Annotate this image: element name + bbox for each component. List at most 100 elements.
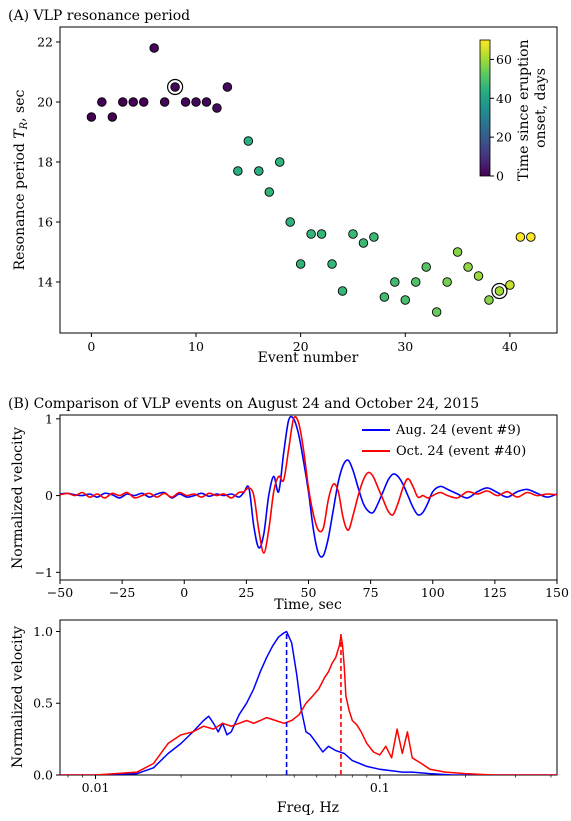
data-point bbox=[442, 277, 452, 287]
series-oct-line bbox=[60, 415, 557, 554]
y-tick-label: 0.5 bbox=[33, 696, 53, 711]
data-point bbox=[233, 166, 243, 176]
y-tick-label: 0.0 bbox=[33, 768, 53, 783]
x-tick-label: 0 bbox=[87, 339, 95, 354]
colorbar-tick-label: 40 bbox=[496, 91, 512, 106]
data-point bbox=[149, 43, 159, 53]
panel-b-title: (B) Comparison of VLP events on August 2… bbox=[8, 396, 479, 412]
data-point bbox=[274, 157, 285, 167]
x-tick-label: 125 bbox=[483, 585, 507, 600]
y-tick-label: 1.0 bbox=[33, 624, 53, 639]
x-tick-label: 100 bbox=[421, 585, 445, 600]
panel-b-y-ticks: −1 0 1 bbox=[35, 411, 60, 580]
data-point bbox=[254, 166, 264, 176]
panel-c-lines bbox=[60, 630, 557, 775]
x-tick-label: 150 bbox=[545, 585, 569, 600]
colorbar: 0 20 40 60 Time since eruption onset, days bbox=[479, 39, 549, 184]
panel-a-x-ticks: 0 10 20 30 40 bbox=[87, 333, 518, 354]
spectrum-oct-line bbox=[60, 635, 557, 775]
y-label-sub: R bbox=[19, 121, 30, 130]
data-point bbox=[222, 82, 233, 92]
data-point bbox=[369, 232, 379, 242]
colorbar-label-line1: Time since eruption bbox=[516, 39, 532, 181]
y-label-var: T bbox=[12, 128, 28, 139]
x-tick-label: 75 bbox=[363, 585, 379, 600]
data-point bbox=[526, 232, 536, 242]
y-tick-label: 0 bbox=[45, 488, 53, 503]
panel-a-frame bbox=[59, 26, 558, 334]
panel-b-y-label: Normalized velocity bbox=[10, 427, 26, 569]
colorbar-tick-label: 60 bbox=[496, 52, 512, 67]
spectrum-aug-line bbox=[60, 630, 557, 775]
panel-a-y-ticks: 14 16 18 20 22 bbox=[37, 35, 60, 290]
panel-b-x-ticks: −50 −25 0 25 50 75 100 125 150 bbox=[47, 580, 569, 600]
data-point bbox=[180, 97, 191, 107]
x-tick-label: 0 bbox=[180, 585, 188, 600]
x-tick-label: 40 bbox=[502, 339, 518, 354]
data-point bbox=[159, 97, 170, 107]
panel-c-x-label: Freq, Hz bbox=[277, 800, 339, 816]
x-tick-label: 0.1 bbox=[370, 780, 390, 795]
circled-event-ring bbox=[491, 282, 508, 300]
panel-b-lines bbox=[60, 415, 557, 558]
y-tick-label: 14 bbox=[37, 275, 53, 290]
data-point bbox=[358, 238, 369, 248]
y-label-unit: , sec bbox=[12, 89, 28, 121]
data-point bbox=[107, 112, 118, 122]
panel-b-x-label: Time, sec bbox=[274, 597, 342, 613]
data-point bbox=[494, 286, 505, 296]
panel-b-legend: Aug. 24 (event #9) Oct. 24 (event #40) bbox=[362, 423, 526, 459]
panel-a-circled-events bbox=[166, 78, 508, 300]
panel-c-frame bbox=[59, 619, 558, 776]
data-point bbox=[348, 229, 358, 239]
circled-event-ring bbox=[166, 78, 184, 96]
data-point bbox=[515, 232, 526, 242]
data-point bbox=[379, 292, 390, 302]
colorbar-label-line2: onset, days bbox=[533, 68, 549, 148]
legend-label-aug: Aug. 24 (event #9) bbox=[395, 423, 521, 438]
x-tick-label: 0.01 bbox=[82, 780, 110, 795]
data-point bbox=[264, 187, 275, 197]
panel-a: (A) VLP resonance period 0 10 20 30 40 14 16 1… bbox=[8, 8, 558, 366]
panel-c-y-ticks: 0.0 0.5 1.0 bbox=[33, 624, 60, 783]
colorbar-ticks: 0 20 40 60 bbox=[490, 52, 512, 184]
data-point bbox=[97, 97, 107, 107]
data-point bbox=[421, 262, 431, 272]
data-point bbox=[316, 229, 327, 239]
y-label-main: Resonance period bbox=[12, 139, 28, 271]
panel-c-y-label: Normalized velocity bbox=[10, 626, 26, 768]
x-tick-label: 25 bbox=[238, 585, 254, 600]
data-point bbox=[431, 307, 442, 317]
data-point bbox=[306, 229, 316, 239]
data-point bbox=[463, 262, 473, 272]
panel-c: 0.01 0.1 0.0 0.5 1.0 Freq, Hz Normalized ve… bbox=[10, 619, 558, 816]
panel-a-points bbox=[86, 43, 536, 317]
panel-a-y-label: Resonance period TR, sec bbox=[12, 89, 30, 270]
data-point bbox=[390, 277, 400, 287]
data-point bbox=[170, 82, 180, 92]
x-tick-label: 20 bbox=[293, 339, 309, 354]
data-point bbox=[400, 295, 411, 305]
y-tick-label: 22 bbox=[37, 35, 53, 50]
panel-a-x-label: Event number bbox=[258, 350, 359, 366]
y-tick-label: 1 bbox=[45, 411, 53, 426]
y-tick-label: 16 bbox=[37, 215, 53, 230]
data-point bbox=[128, 97, 138, 107]
panel-a-title: (A) VLP resonance period bbox=[8, 8, 190, 24]
data-point bbox=[327, 259, 337, 269]
data-point bbox=[337, 286, 348, 296]
data-point bbox=[285, 217, 295, 227]
x-tick-label: 30 bbox=[397, 339, 413, 354]
data-point bbox=[452, 247, 463, 257]
data-point bbox=[201, 97, 212, 107]
panel-c-x-ticks: 0.01 0.1 bbox=[67, 775, 552, 795]
data-point bbox=[86, 112, 97, 122]
data-point bbox=[243, 136, 254, 146]
y-tick-label: −1 bbox=[35, 565, 53, 580]
data-point bbox=[212, 103, 222, 113]
data-point bbox=[295, 259, 306, 269]
data-point bbox=[138, 97, 149, 107]
y-tick-label: 18 bbox=[37, 155, 53, 170]
x-tick-label: 10 bbox=[188, 339, 204, 354]
